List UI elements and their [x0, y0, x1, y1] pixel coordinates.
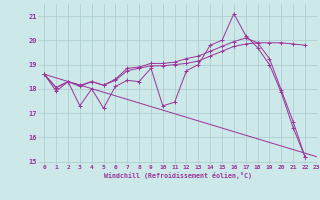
X-axis label: Windchill (Refroidissement éolien,°C): Windchill (Refroidissement éolien,°C) — [104, 172, 252, 179]
